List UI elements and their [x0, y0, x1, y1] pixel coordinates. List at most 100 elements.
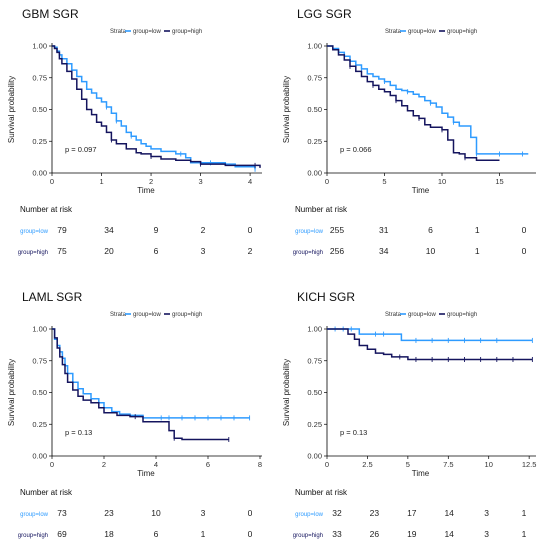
legend: Strata group=low group=high: [110, 312, 202, 318]
risk-group-label-high: group=high: [18, 250, 48, 256]
y-tick-label: 0.75: [32, 356, 47, 365]
risk-value-high: 20: [104, 246, 114, 256]
risk-value-high: 19: [407, 529, 417, 539]
y-tick-label: 0.00: [307, 452, 322, 461]
x-axis-label: Time: [412, 186, 430, 195]
legend: Strata group=low group=high: [385, 312, 477, 318]
x-tick-label: 0: [50, 177, 54, 186]
panel-laml: LAML SGR Strata group=low group=high 0.00 0.2…: [7, 290, 262, 539]
legend-title: Strata: [385, 29, 402, 35]
risk-value-high: 3: [201, 246, 206, 256]
risk-value-high: 33: [332, 529, 342, 539]
risk-group-label-low: group=low: [20, 512, 49, 518]
x-tick-label: 5: [382, 177, 386, 186]
survival-curve-low: [327, 328, 533, 342]
x-axis-label: Time: [412, 469, 430, 478]
x-tick-label: 3: [198, 177, 202, 186]
x-tick-label: 7.5: [443, 460, 453, 469]
legend-label-high: group=high: [447, 312, 477, 318]
risk-value-low: 2: [201, 225, 206, 235]
y-tick-label: 0.75: [307, 73, 322, 82]
legend-label-low: group=low: [408, 29, 437, 35]
x-tick-label: 0: [50, 460, 54, 469]
y-tick-label: 1.00: [307, 325, 322, 334]
p-value: p = 0.13: [340, 428, 367, 437]
legend-label-low: group=low: [408, 312, 437, 318]
risk-value-high: 1: [201, 529, 206, 539]
risk-value-high: 75: [57, 246, 67, 256]
y-tick-label: 0.00: [307, 169, 322, 178]
risk-value-high: 0: [522, 246, 527, 256]
risk-value-low: 0: [522, 225, 527, 235]
x-tick-label: 4: [248, 177, 252, 186]
risk-group-label-high: group=high: [18, 533, 48, 539]
risk-value-low: 1: [522, 508, 527, 518]
risk-value-low: 23: [370, 508, 380, 518]
risk-value-high: 6: [154, 246, 159, 256]
panel-gbm: GBM SGR Strata group=low group=high 0.00 0.25…: [7, 7, 262, 256]
x-axis-label: Time: [137, 186, 155, 195]
risk-value-high: 69: [57, 529, 67, 539]
survival-curve-high: [52, 45, 261, 168]
risk-value-low: 10: [151, 508, 161, 518]
risk-value-low: 23: [104, 508, 114, 518]
panel-lgg: LGG SGR Strata group=low group=high 0.00 0.25…: [282, 7, 536, 256]
risk-table-title: Number at risk: [20, 205, 73, 214]
y-tick-label: 0.75: [307, 356, 322, 365]
x-tick-label: 2.5: [362, 460, 372, 469]
y-tick-label: 0.25: [307, 137, 322, 146]
risk-value-high: 26: [370, 529, 380, 539]
y-tick-label: 0.50: [307, 105, 322, 114]
y-tick-label: 0.75: [32, 73, 47, 82]
legend: Strata group=low group=high: [110, 29, 202, 35]
risk-value-high: 34: [379, 246, 389, 256]
chart-title: LAML SGR: [22, 290, 83, 304]
y-tick-label: 0.25: [307, 420, 322, 429]
p-value: p = 0.066: [340, 145, 372, 154]
y-tick-label: 0.00: [32, 169, 47, 178]
y-tick-label: 0.00: [32, 452, 47, 461]
risk-value-low: 17: [407, 508, 417, 518]
x-axis-label: Time: [137, 469, 155, 478]
x-tick-label: 8: [258, 460, 262, 469]
y-axis-label: Survival probability: [7, 359, 16, 426]
risk-table-title: Number at risk: [20, 488, 73, 497]
p-value: p = 0.097: [65, 145, 97, 154]
survival-curve-high: [327, 45, 500, 162]
y-tick-label: 0.50: [307, 388, 322, 397]
legend: Strata group=low group=high: [385, 29, 477, 35]
x-tick-label: 4: [154, 460, 158, 469]
risk-group-label-low: group=low: [295, 229, 324, 235]
risk-value-low: 9: [154, 225, 159, 235]
x-tick-label: 12.5: [522, 460, 537, 469]
y-tick-label: 0.50: [32, 388, 47, 397]
survival-curve-high: [327, 328, 533, 361]
risk-value-high: 3: [484, 529, 489, 539]
risk-value-high: 18: [104, 529, 114, 539]
x-tick-label: 1: [99, 177, 103, 186]
risk-value-low: 255: [330, 225, 344, 235]
y-axis-label: Survival probability: [282, 76, 291, 143]
risk-value-low: 32: [332, 508, 342, 518]
risk-value-low: 0: [248, 508, 253, 518]
risk-value-low: 73: [57, 508, 67, 518]
risk-value-low: 79: [57, 225, 67, 235]
chart-title: LGG SGR: [297, 7, 352, 21]
risk-group-label-high: group=high: [293, 250, 323, 256]
panel-kich: KICH SGR Strata group=low group=high 0.00 0.2…: [282, 290, 536, 539]
risk-value-low: 1: [475, 225, 480, 235]
risk-value-low: 31: [379, 225, 389, 235]
risk-value-low: 3: [484, 508, 489, 518]
risk-group-label-high: group=high: [293, 533, 323, 539]
risk-value-low: 34: [104, 225, 114, 235]
risk-value-low: 14: [444, 508, 454, 518]
x-tick-label: 6: [206, 460, 210, 469]
legend-label-high: group=high: [172, 29, 202, 35]
x-tick-label: 2: [102, 460, 106, 469]
y-tick-label: 0.25: [32, 420, 47, 429]
x-tick-label: 10: [485, 460, 493, 469]
legend-label-high: group=high: [172, 312, 202, 318]
chart-title: GBM SGR: [22, 7, 79, 21]
risk-group-label-low: group=low: [20, 229, 49, 235]
